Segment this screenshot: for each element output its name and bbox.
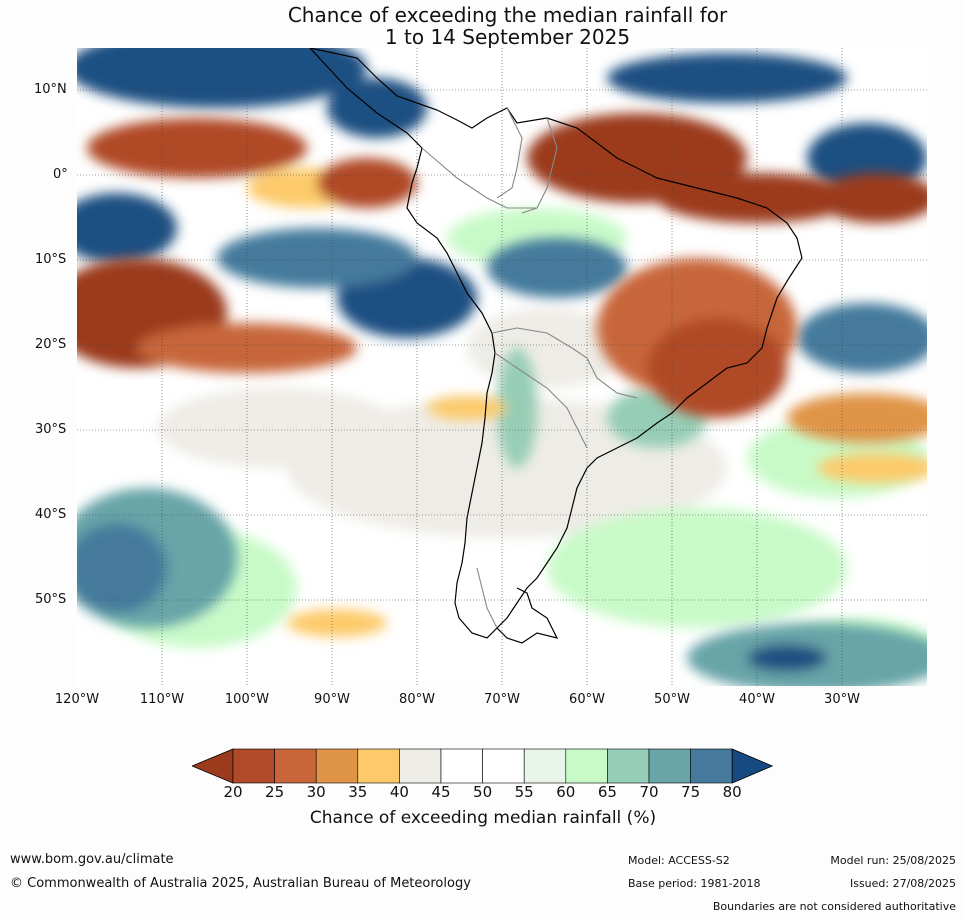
- footer-model: Model: ACCESS-S2: [628, 854, 730, 867]
- lon-label-70w: 70°W: [484, 692, 520, 707]
- lon-label-50w: 50°W: [654, 692, 690, 707]
- lon-label-120w: 120°W: [54, 692, 100, 707]
- lat-label-30s: 30°S: [35, 422, 67, 437]
- footer-model-run: Model run: 25/08/2025: [830, 854, 956, 867]
- lon-label-90w: 90°W: [314, 692, 350, 707]
- colorbar-under-arrow: [190, 748, 234, 784]
- colorbar-tick-label: 35: [348, 783, 368, 801]
- colorbar-tick-label: 25: [265, 783, 285, 801]
- map-svg: [77, 48, 927, 686]
- lat-label-20s: 20°S: [35, 337, 67, 352]
- title-line-1: Chance of exceeding the median rainfall …: [287, 3, 728, 27]
- colorbar-bin: [440, 748, 483, 784]
- colorbar-bin: [315, 748, 359, 784]
- footer-disclaimer: Boundaries are not considered authoritat…: [712, 900, 956, 913]
- colorbar-tick-label: 60: [556, 783, 576, 801]
- colorbar-bin: [607, 748, 650, 784]
- lat-label-40s: 40°S: [35, 507, 67, 522]
- colorbar-bin: [565, 748, 608, 784]
- colorbar-tick-label: 70: [639, 783, 659, 801]
- lon-label-40w: 40°W: [739, 692, 775, 707]
- rainfall-map: [77, 48, 927, 686]
- lat-label-50s: 50°S: [35, 592, 67, 607]
- lon-label-30w: 30°W: [824, 692, 860, 707]
- map-title: Chance of exceeding the median rainfall …: [0, 4, 965, 48]
- colorbar-tick-label: 80: [722, 783, 742, 801]
- footer-copyright: © Commonwealth of Australia 2025, Austra…: [10, 876, 471, 891]
- colorbar-bin: [648, 748, 691, 784]
- colorbar-tick-label: 65: [597, 783, 617, 801]
- colorbar-bin: [357, 748, 400, 784]
- colorbar-tick-label: 20: [223, 783, 243, 801]
- colorbar-label: Chance of exceeding median rainfall (%): [309, 808, 657, 828]
- colorbar-bin: [690, 748, 733, 784]
- colorbar-bin: [482, 748, 525, 784]
- colorbar-over-arrow: [731, 748, 774, 784]
- colorbar-bin: [274, 748, 317, 784]
- colorbar-bin: [399, 748, 442, 784]
- title-line-2: 1 to 14 September 2025: [384, 25, 631, 49]
- lon-label-80w: 80°W: [399, 692, 435, 707]
- footer-url: www.bom.gov.au/climate: [10, 852, 174, 867]
- colorbar-svg: [190, 748, 774, 784]
- lon-label-110w: 110°W: [139, 692, 185, 707]
- colorbar-tick-label: 40: [389, 783, 409, 801]
- footer-issued: Issued: 27/08/2025: [849, 877, 956, 890]
- colorbar-tick-label: 55: [514, 783, 534, 801]
- country-borders: [421, 107, 638, 629]
- colorbar-tick-label: 50: [473, 783, 493, 801]
- lat-label-10n: 10°N: [34, 82, 67, 97]
- lon-label-100w: 100°W: [224, 692, 270, 707]
- colorbar: [190, 748, 774, 784]
- colorbar-tick-label: 30: [306, 783, 326, 801]
- colorbar-bin: [523, 748, 567, 784]
- gridlines: [77, 48, 927, 686]
- colorbar-tick-label: 45: [431, 783, 451, 801]
- footer-base-period: Base period: 1981-2018: [628, 877, 761, 890]
- colorbar-bin: [232, 748, 275, 784]
- lat-label-10s: 10°S: [35, 252, 67, 267]
- colorbar-ticks: 20 25 30 35 40 45 50 55 60 65 70 75 80: [0, 783, 965, 803]
- lon-label-60w: 60°W: [569, 692, 605, 707]
- lat-label-0: 0°: [53, 167, 68, 182]
- colorbar-tick-label: 75: [681, 783, 701, 801]
